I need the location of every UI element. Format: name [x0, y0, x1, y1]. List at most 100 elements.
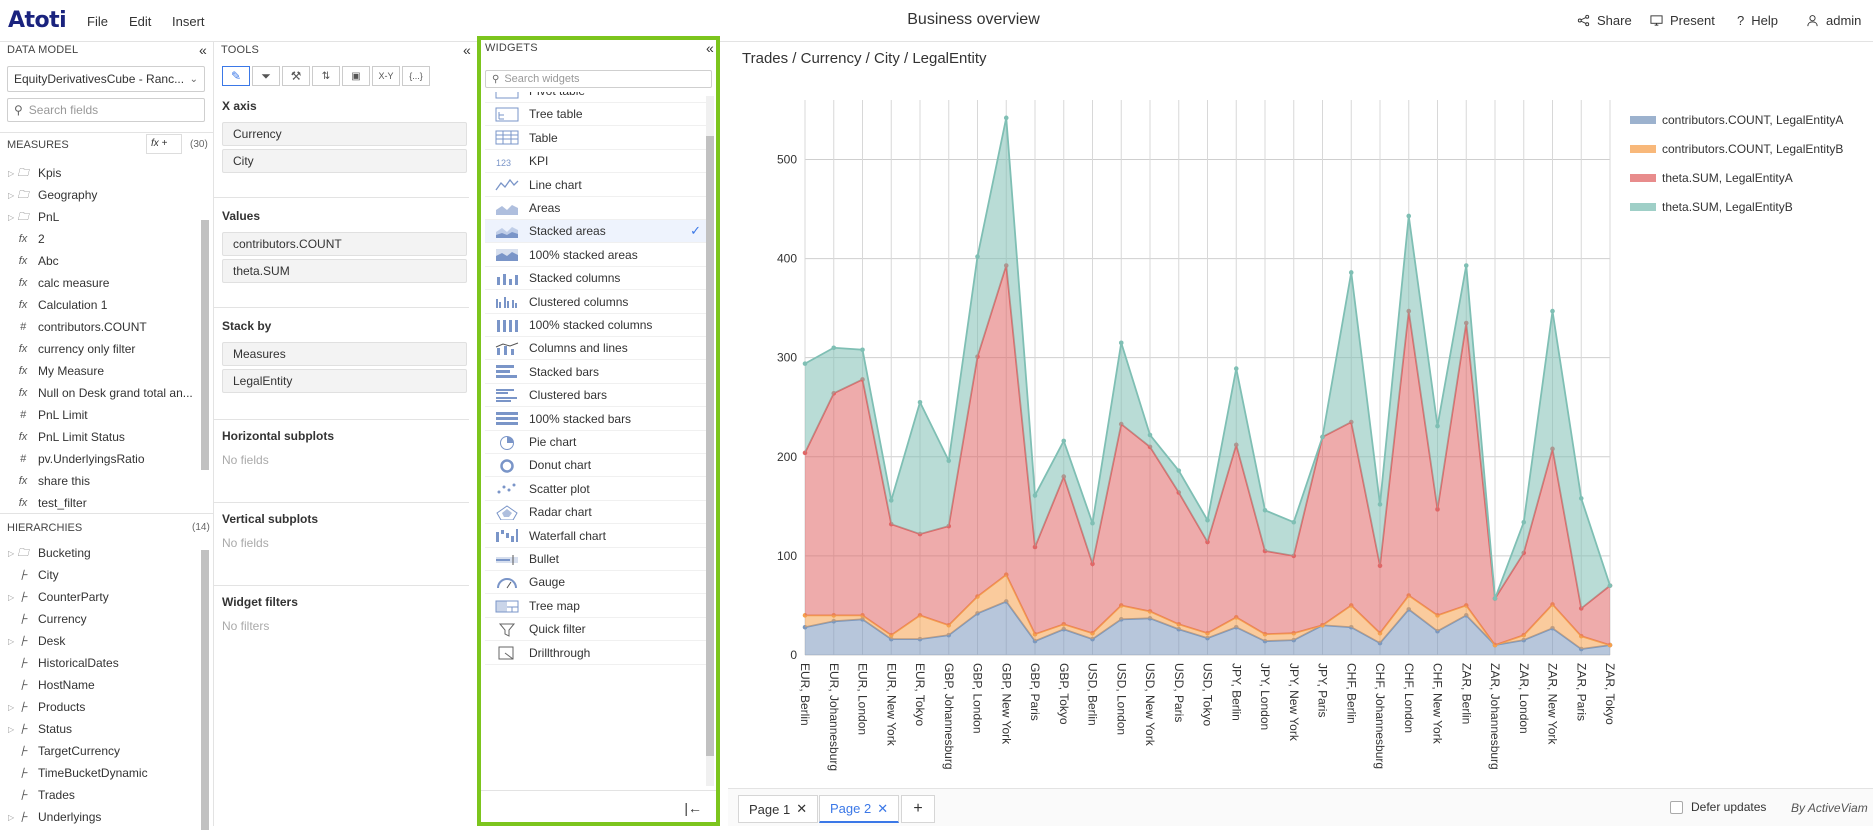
- widget-item[interactable]: Stacked areas ✓: [485, 220, 707, 244]
- widget-item[interactable]: Columns and lines: [485, 337, 707, 361]
- defer-updates-toggle[interactable]: Defer updates: [1670, 800, 1766, 814]
- braces-icon[interactable]: {...}: [402, 66, 430, 86]
- hierarchies-scrollbar[interactable]: [201, 550, 209, 830]
- widget-item[interactable]: Clustered bars: [485, 384, 707, 408]
- tree-item[interactable]: fx 2: [0, 228, 45, 250]
- sort-icon[interactable]: ⇅: [312, 66, 340, 86]
- x-axis-field-currency[interactable]: Currency: [222, 122, 467, 146]
- widget-item[interactable]: Table: [485, 127, 707, 150]
- widget-item[interactable]: 100% stacked areas: [485, 244, 707, 267]
- menu-file[interactable]: File: [87, 14, 108, 29]
- tree-item[interactable]: ⺊ Trades: [0, 784, 75, 806]
- widget-item[interactable]: Waterfall chart: [485, 525, 707, 548]
- chevron-right-icon[interactable]: ▷: [8, 548, 15, 558]
- widget-item[interactable]: Clustered columns: [485, 291, 707, 314]
- widget-item[interactable]: Stacked columns: [485, 267, 707, 291]
- paint-icon[interactable]: ⚒: [282, 66, 310, 86]
- help-button[interactable]: ? Help: [1737, 13, 1778, 28]
- add-calculated-measure-button[interactable]: fx +: [146, 134, 182, 154]
- widget-item[interactable]: Areas: [485, 197, 707, 220]
- tree-item[interactable]: fx share this: [0, 470, 90, 492]
- close-icon[interactable]: ✕: [796, 801, 808, 816]
- tree-item[interactable]: ▷ ⺊ Underlyings: [0, 806, 101, 826]
- widget-item[interactable]: Quick filter: [485, 618, 707, 642]
- widget-item[interactable]: Stacked bars: [485, 361, 707, 384]
- widget-item[interactable]: Tree map: [485, 595, 707, 618]
- tree-item[interactable]: fx Calculation 1: [0, 294, 108, 316]
- horizontal-subplots-empty[interactable]: No fields: [222, 453, 269, 467]
- widget-item[interactable]: Tree table: [485, 103, 707, 127]
- tree-item[interactable]: ▷ ⺊ Desk: [0, 630, 65, 652]
- menu-insert[interactable]: Insert: [172, 14, 205, 29]
- tree-item[interactable]: # pv.UnderlyingsRatio: [0, 448, 145, 470]
- tree-item[interactable]: ▷ 🗀 PnL: [0, 206, 59, 228]
- widget-item[interactable]: Donut chart: [485, 454, 707, 478]
- defer-updates-checkbox[interactable]: [1670, 800, 1683, 814]
- values-field-theta[interactable]: theta.SUM: [222, 259, 467, 283]
- widget-scrollbar[interactable]: [706, 136, 714, 756]
- legend-item[interactable]: theta.SUM, LegalEntityA: [1630, 171, 1793, 185]
- widget-item[interactable]: Gauge: [485, 571, 707, 595]
- widget-item[interactable]: Line chart: [485, 174, 707, 197]
- app-logo[interactable]: Atoti: [8, 8, 67, 33]
- widget-item[interactable]: Pie chart: [485, 431, 707, 454]
- stack-by-field-legal-entity[interactable]: LegalEntity: [222, 369, 467, 393]
- present-button[interactable]: Present: [1650, 13, 1715, 28]
- cube-selector[interactable]: EquityDerivativesCube - Ranc... ⌄: [7, 66, 205, 92]
- collapse-left-icon[interactable]: «: [199, 42, 207, 58]
- chart-svg[interactable]: 0 100 200 300 400 500 EUR, Berlin EUR, Johannes…: [728, 42, 1873, 788]
- tree-item[interactable]: fx test_filter: [0, 492, 87, 514]
- pencil-icon[interactable]: ✎: [222, 66, 250, 86]
- user-menu[interactable]: admin: [1806, 13, 1861, 28]
- widget-item[interactable]: Pivot table: [485, 92, 707, 103]
- menu-edit[interactable]: Edit: [129, 14, 152, 29]
- add-page-button[interactable]: +: [901, 795, 935, 823]
- widget-item[interactable]: 100% stacked bars: [485, 408, 707, 431]
- tree-item[interactable]: fx Abc: [0, 250, 59, 272]
- tree-item[interactable]: fx My Measure: [0, 360, 104, 382]
- vertical-subplots-empty[interactable]: No fields: [222, 536, 269, 550]
- chart-widget[interactable]: 0 100 200 300 400 500 EUR, Berlin EUR, Johannes…: [728, 42, 1873, 788]
- collapse-widgets-icon[interactable]: «: [706, 40, 714, 56]
- collapse-to-left-icon[interactable]: |←: [684, 800, 702, 816]
- close-icon[interactable]: ✕: [877, 800, 889, 816]
- xy-icon[interactable]: X-Y: [372, 66, 400, 86]
- chart-breadcrumb[interactable]: Trades / Currency / City / LegalEntity: [742, 50, 987, 67]
- tree-item[interactable]: ▷ ⺊ Products: [0, 696, 85, 718]
- tab-page-2[interactable]: Page 2 ✕: [819, 795, 900, 823]
- tree-item[interactable]: ▷ 🗀 Bucketing: [0, 542, 91, 564]
- tree-item[interactable]: fx PnL Limit Status: [0, 426, 125, 448]
- chevron-right-icon[interactable]: ▷: [8, 812, 15, 822]
- measures-scrollbar[interactable]: [201, 220, 209, 470]
- legend-item[interactable]: theta.SUM, LegalEntityB: [1630, 200, 1793, 214]
- chevron-right-icon[interactable]: ▷: [8, 592, 15, 602]
- legend-item[interactable]: contributors.COUNT, LegalEntityB: [1630, 142, 1843, 156]
- tree-item[interactable]: ▷ ⺊ CounterParty: [0, 586, 109, 608]
- tree-item[interactable]: ⺊ HostName: [0, 674, 95, 696]
- x-axis-field-city[interactable]: City: [222, 149, 467, 173]
- tree-item[interactable]: ⺊ HistoricalDates: [0, 652, 119, 674]
- share-button[interactable]: Share: [1577, 13, 1632, 28]
- legend-item[interactable]: contributors.COUNT, LegalEntityA: [1630, 113, 1843, 127]
- formula-icon[interactable]: ▣: [342, 66, 370, 86]
- tree-item[interactable]: # contributors.COUNT: [0, 316, 147, 338]
- tree-item[interactable]: ⺊ City: [0, 564, 59, 586]
- chevron-right-icon[interactable]: ▷: [8, 190, 15, 200]
- tree-item[interactable]: fx Null on Desk grand total an...: [0, 382, 193, 404]
- tree-item[interactable]: ▷ ⺊ Status: [0, 718, 72, 740]
- tab-page-1[interactable]: Page 1 ✕: [738, 795, 819, 823]
- widget-item[interactable]: Scatter plot: [485, 478, 707, 501]
- widget-item[interactable]: Bullet: [485, 548, 707, 571]
- widget-item[interactable]: Drillthrough: [485, 642, 707, 665]
- widget-item[interactable]: Radar chart: [485, 501, 707, 525]
- tree-item[interactable]: # PnL Limit: [0, 404, 88, 426]
- chevron-right-icon[interactable]: ▷: [8, 636, 15, 646]
- chevron-right-icon[interactable]: ▷: [8, 724, 15, 734]
- tree-item[interactable]: fx calc measure: [0, 272, 110, 294]
- tree-item[interactable]: ⺊ TimeBucketDynamic: [0, 762, 148, 784]
- widget-item[interactable]: 123 KPI: [485, 150, 707, 174]
- values-field-contributors[interactable]: contributors.COUNT: [222, 232, 467, 256]
- collapse-tools-icon[interactable]: «: [463, 42, 471, 58]
- tree-item[interactable]: fx currency only filter: [0, 338, 136, 360]
- widget-item[interactable]: 100% stacked columns: [485, 314, 707, 337]
